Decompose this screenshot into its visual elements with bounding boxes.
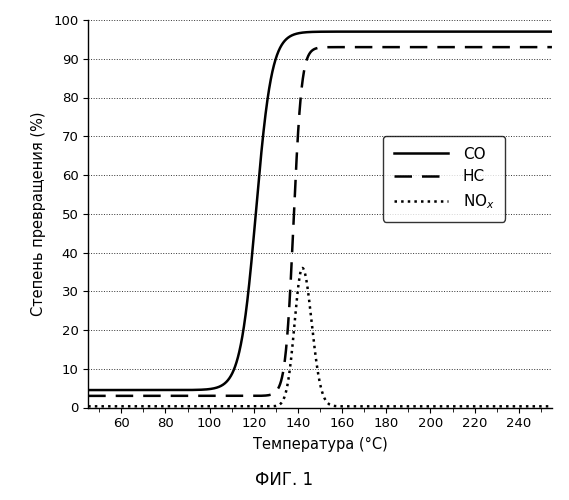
NO$_x$ bbox=[549, 404, 555, 409]
HC bbox=[263, 392, 270, 398]
CO bbox=[539, 28, 546, 34]
NO$_x$ bbox=[489, 404, 496, 409]
NO$_x$ bbox=[138, 404, 145, 409]
HC bbox=[165, 393, 172, 399]
X-axis label: Температура (°C): Температура (°C) bbox=[253, 437, 387, 452]
HC bbox=[549, 44, 555, 50]
NO$_x$ bbox=[85, 404, 92, 409]
CO bbox=[263, 108, 270, 114]
HC bbox=[539, 44, 546, 50]
CO bbox=[138, 387, 145, 393]
HC bbox=[489, 44, 496, 50]
NO$_x$ bbox=[165, 404, 172, 409]
CO bbox=[283, 36, 290, 43]
HC bbox=[438, 44, 444, 50]
CO bbox=[549, 28, 555, 34]
HC bbox=[283, 346, 290, 352]
NO$_x$ bbox=[263, 404, 270, 409]
NO$_x$ bbox=[299, 265, 306, 271]
CO bbox=[165, 387, 172, 393]
Line: NO$_x$: NO$_x$ bbox=[88, 268, 552, 406]
NO$_x$ bbox=[283, 388, 290, 394]
NO$_x$ bbox=[539, 404, 546, 409]
CO bbox=[542, 28, 549, 34]
Line: HC: HC bbox=[88, 47, 552, 396]
CO bbox=[85, 387, 92, 393]
Text: ФИГ. 1: ФИГ. 1 bbox=[255, 471, 314, 489]
CO bbox=[489, 28, 496, 34]
Line: CO: CO bbox=[88, 32, 552, 390]
Y-axis label: Степень превращения (%): Степень превращения (%) bbox=[31, 112, 46, 316]
Legend: CO, HC, NO$_x$: CO, HC, NO$_x$ bbox=[384, 136, 505, 222]
HC bbox=[85, 393, 92, 399]
HC bbox=[138, 393, 145, 399]
